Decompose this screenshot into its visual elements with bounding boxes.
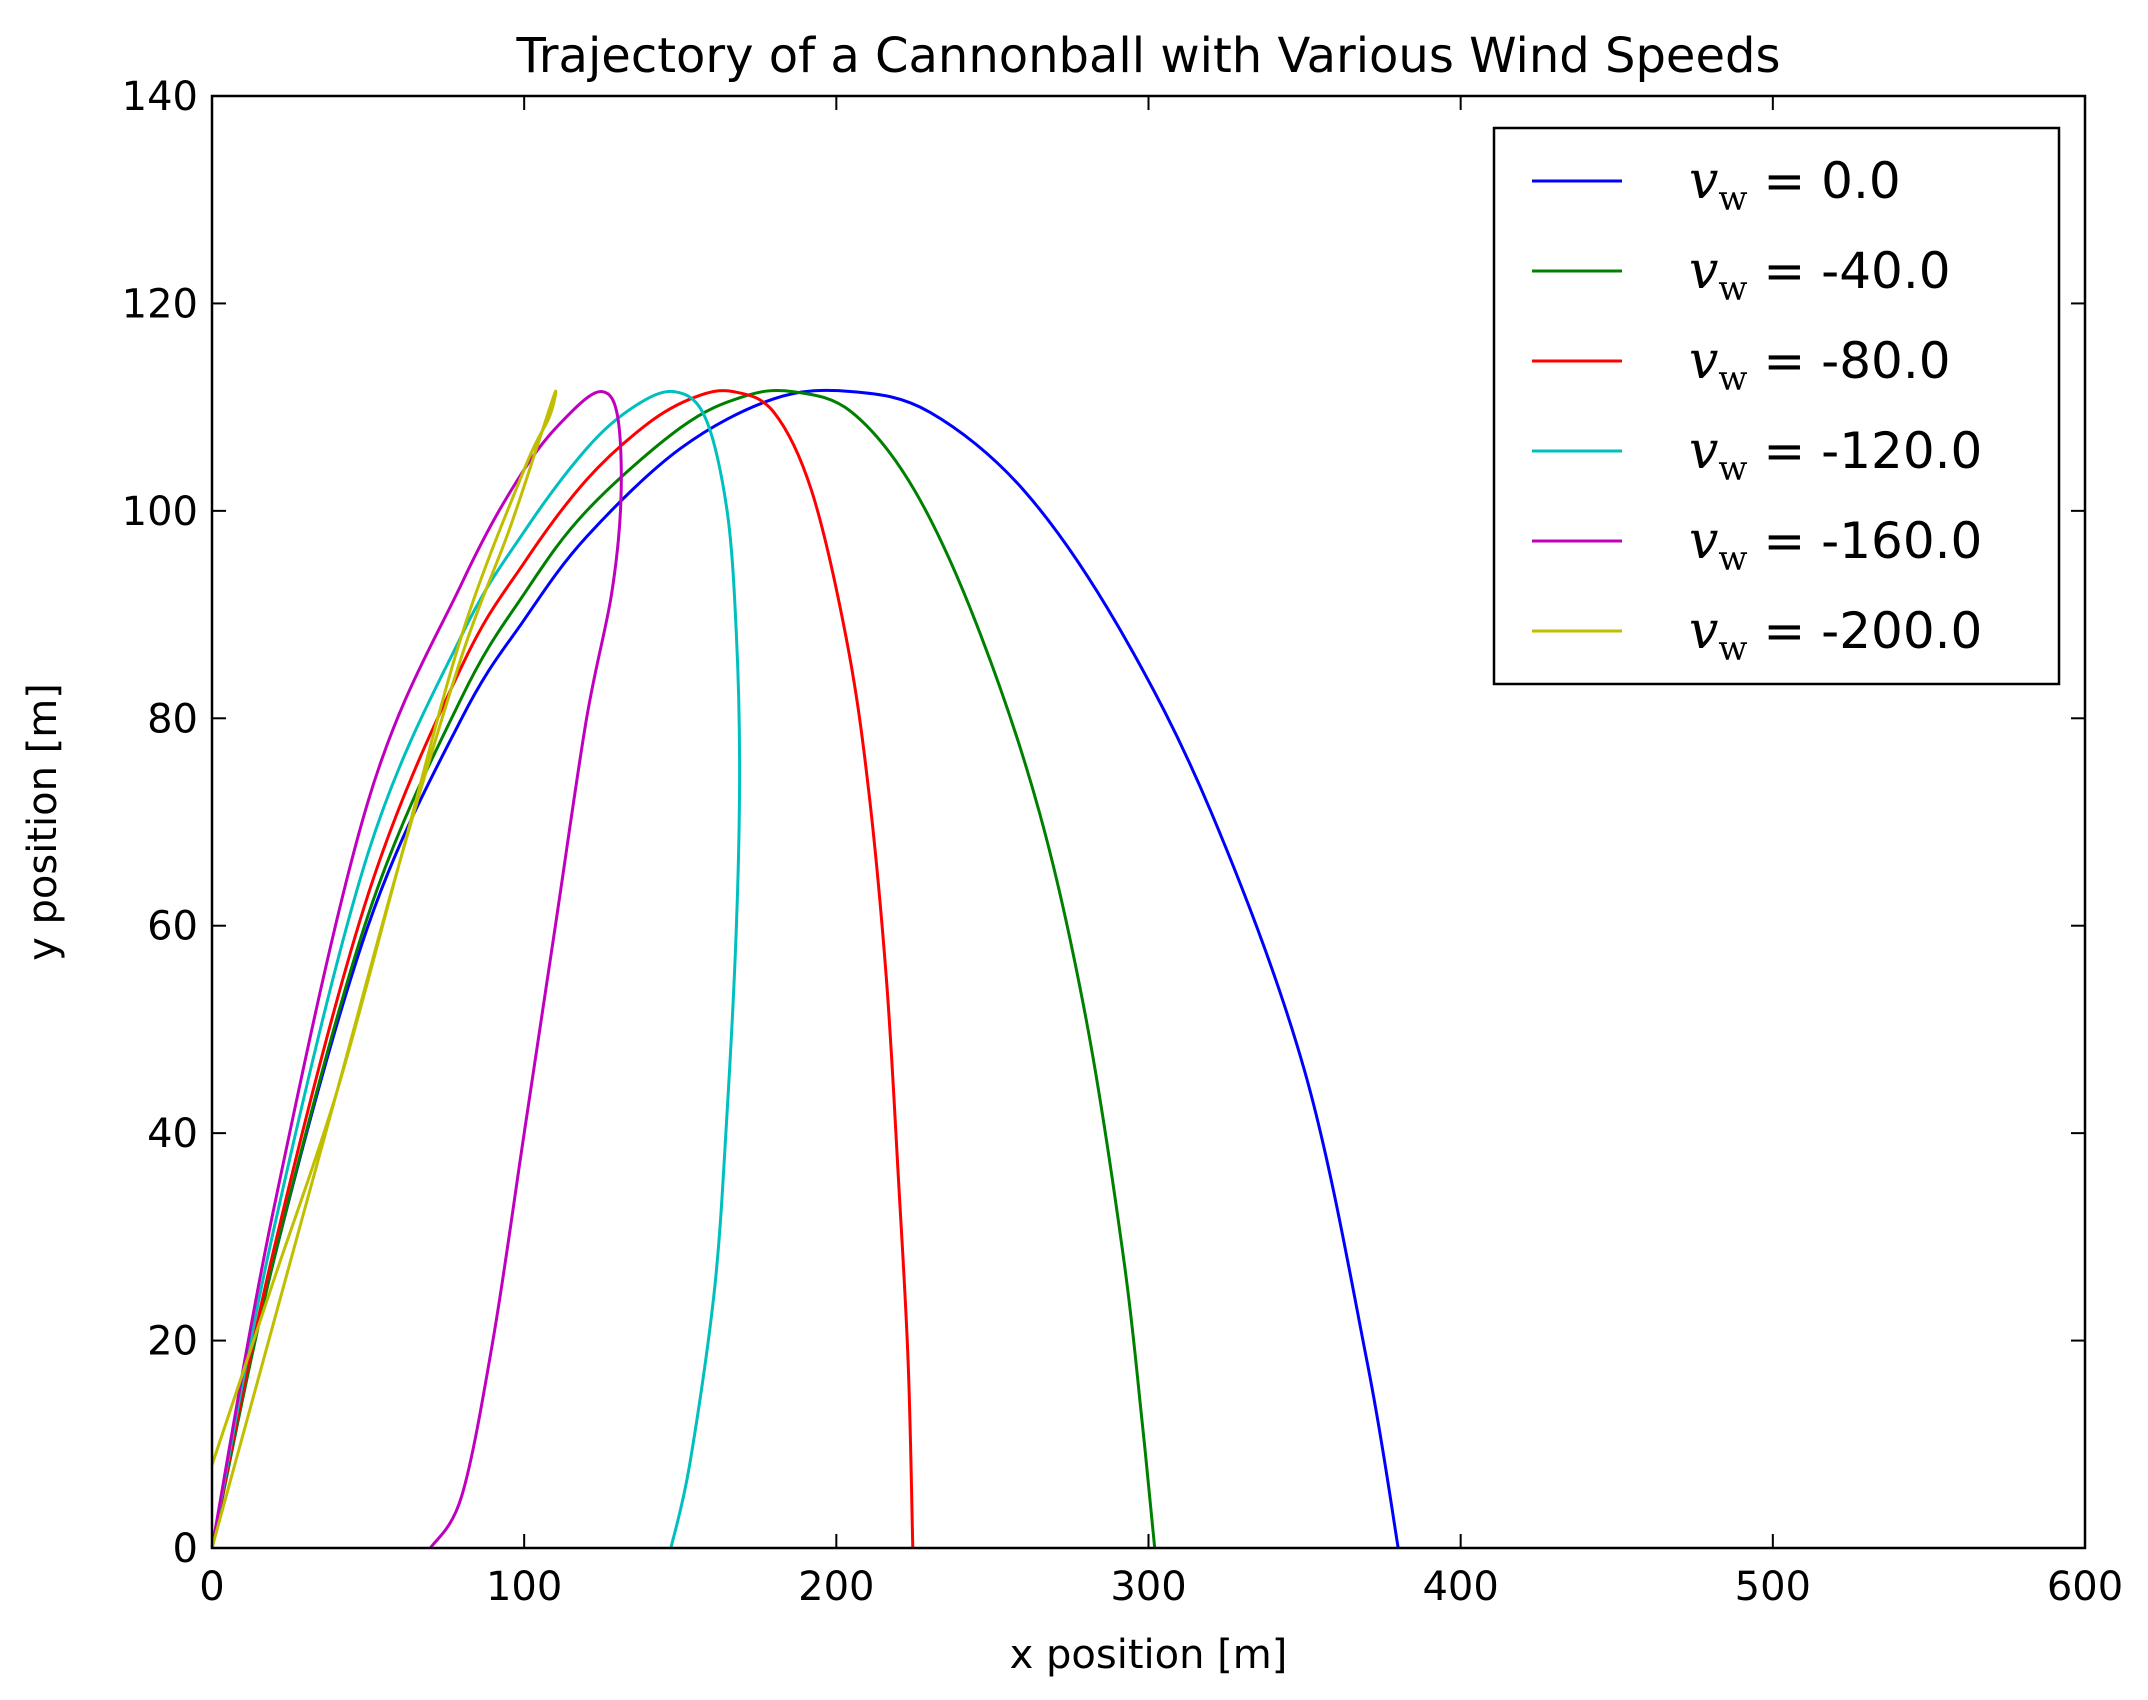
series-line-4 (210, 390, 623, 1549)
x-tick-label: 600 (2047, 1564, 2123, 1610)
plot-lines (210, 388, 1400, 1549)
y-tick-label: 40 (147, 1111, 198, 1157)
y-tick-label: 100 (122, 489, 198, 535)
legend-label: = -120.0 (1748, 422, 1983, 480)
y-tick-label: 60 (147, 904, 198, 950)
x-tick-label: 300 (1110, 1564, 1186, 1610)
legend-entry: vw = -160.0 (1689, 511, 1982, 579)
legend-label: = -80.0 (1748, 332, 1951, 390)
legend-subscript: w (1718, 449, 1747, 489)
legend-label: = -160.0 (1748, 512, 1983, 570)
legend-symbol: v (1689, 601, 1718, 661)
legend-symbol: v (1689, 421, 1718, 481)
series-line-3 (210, 389, 742, 1549)
legend-entry: vw = -120.0 (1689, 421, 1982, 489)
legend-subscript: w (1718, 269, 1747, 309)
legend: vw = 0.0vw = -40.0vw = -80.0vw = -120.0v… (1492, 126, 2061, 686)
y-tick-label: 20 (147, 1319, 198, 1365)
legend-symbol: v (1689, 331, 1718, 391)
series-line-5 (210, 389, 558, 1549)
legend-entry: vw = -200.0 (1689, 601, 1982, 669)
legend-entry: vw = -80.0 (1689, 331, 1951, 399)
legend-entry: vw = -40.0 (1689, 241, 1951, 309)
legend-label: = 0.0 (1748, 152, 1901, 210)
x-tick-label: 0 (199, 1564, 224, 1610)
series-line-1 (210, 388, 1157, 1549)
x-tick-label: 500 (1735, 1564, 1811, 1610)
chart-title: Trajectory of a Cannonball with Various … (516, 28, 1781, 84)
x-tick-label: 400 (1422, 1564, 1498, 1610)
y-tick-label: 120 (122, 281, 198, 327)
legend-box (1492, 126, 2061, 686)
x-axis-label: x position [m] (1010, 1632, 1288, 1678)
axis-ticks: 0 100 200 300 400 500 600 0 20 40 60 80 100 120 140 (122, 74, 2124, 1610)
x-tick-label: 200 (798, 1564, 874, 1610)
series-line-2 (210, 389, 915, 1549)
legend-subscript: w (1718, 629, 1747, 669)
y-tick-label: 80 (147, 696, 198, 742)
legend-symbol: v (1689, 151, 1718, 211)
legend-label: = -40.0 (1748, 242, 1951, 300)
legend-subscript: w (1718, 539, 1747, 579)
x-tick-label: 100 (486, 1564, 562, 1610)
legend-subscript: w (1718, 359, 1747, 399)
series-line-0 (210, 388, 1400, 1549)
legend-label: = -200.0 (1748, 602, 1983, 660)
legend-subscript: w (1718, 179, 1747, 219)
legend-symbol: v (1689, 241, 1718, 301)
y-tick-label: 140 (122, 74, 198, 120)
y-tick-label: 0 (173, 1526, 198, 1572)
y-axis-label: y position [m] (20, 683, 66, 961)
legend-symbol: v (1689, 511, 1718, 571)
legend-entry: vw = 0.0 (1689, 151, 1901, 219)
